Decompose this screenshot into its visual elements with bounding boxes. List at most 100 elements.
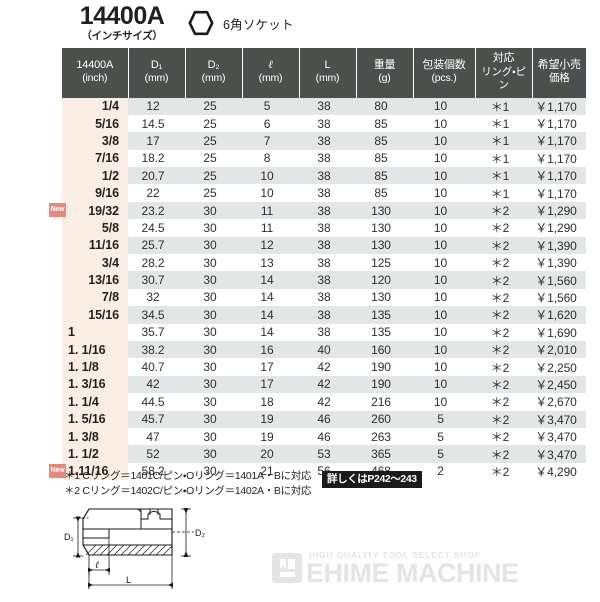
cell-ring: ＊2 bbox=[475, 271, 532, 289]
column-header-price: 希望小売 価格 bbox=[531, 48, 586, 98]
cell-pcs: 10 bbox=[413, 271, 475, 289]
column-header-d2: D₂ (mm) bbox=[184, 48, 243, 98]
cell-l: 19 bbox=[242, 410, 299, 428]
cell-L: 38 bbox=[299, 271, 356, 289]
cell-L: 38 bbox=[299, 288, 356, 307]
cell-inch-text: 19/32 bbox=[88, 203, 119, 218]
cell-L: 38 bbox=[299, 254, 356, 272]
table-row[interactable]: 1. 1/16 38.2 30 16 40 160 10 ＊2 ￥2,010 bbox=[62, 340, 586, 359]
cell-d1: 12 bbox=[128, 97, 185, 115]
cell-pcs: 10 bbox=[413, 201, 475, 220]
table-row[interactable]: 9/16 22 25 10 38 85 10 ＊1 ￥1,170 bbox=[62, 184, 586, 202]
cell-pcs: 10 bbox=[413, 288, 475, 307]
cell-d2: 30 bbox=[185, 254, 242, 272]
column-header-sub: (mm) bbox=[201, 72, 226, 85]
cell-inch-text: 3/8 bbox=[101, 133, 119, 148]
cell-price: ￥1,620 bbox=[532, 306, 586, 324]
cell-ring: ＊2 bbox=[475, 306, 532, 324]
cell-l: 21 bbox=[242, 462, 299, 481]
cell-w: 130 bbox=[356, 236, 413, 255]
table-row[interactable]: 7/8 32 30 14 38 130 10 ＊2 ￥1,560 bbox=[62, 288, 586, 307]
cell-pcs: 10 bbox=[413, 340, 475, 359]
table-row[interactable]: 1 35.7 30 14 38 135 10 ＊2 ￥1,690 bbox=[62, 323, 586, 341]
cell-l: 11 bbox=[242, 219, 299, 237]
cell-pcs: 10 bbox=[413, 358, 475, 376]
cell-inch: 1. 1/4 bbox=[62, 393, 128, 411]
cell-w: 130 bbox=[356, 219, 413, 237]
cell-w: 130 bbox=[356, 201, 413, 220]
cell-price: ￥1,290 bbox=[532, 201, 586, 220]
cell-L: 46 bbox=[299, 410, 356, 428]
cell-d1: 45.7 bbox=[128, 410, 185, 428]
table-row[interactable]: 1. 1/4 44.5 30 18 42 216 10 ＊2 ￥2,670 bbox=[62, 393, 586, 411]
column-header-sub: (mm) bbox=[315, 72, 340, 85]
cell-pcs: 10 bbox=[413, 132, 475, 150]
cell-d1: 32 bbox=[128, 288, 185, 307]
table-row[interactable]: 1. 3/16 42 30 17 42 190 10 ＊2 ￥2,450 bbox=[62, 375, 586, 394]
drawing-label-l: ℓ bbox=[95, 561, 99, 571]
cell-inch-text: 1.11/16 bbox=[68, 464, 109, 479]
table-row[interactable]: 15/16 34.5 30 14 38 135 10 ＊2 ￥1,620 bbox=[62, 306, 586, 324]
table-row[interactable]: 5/8 24.5 30 11 38 130 10 ＊2 ￥1,290 bbox=[62, 219, 586, 237]
cell-l: 16 bbox=[242, 340, 299, 359]
cell-L: 40 bbox=[299, 340, 356, 359]
table-row[interactable]: 7/16 18.2 25 8 38 85 10 ＊1 ￥1,170 bbox=[62, 149, 586, 168]
cell-l: 6 bbox=[242, 114, 299, 133]
cell-pcs: 5 bbox=[413, 445, 475, 463]
cell-d1: 24.5 bbox=[128, 219, 185, 237]
cell-l: 13 bbox=[242, 254, 299, 272]
cell-inch: New 1.11/16 bbox=[49, 462, 128, 481]
cell-d1: 44.5 bbox=[128, 393, 185, 411]
table-row[interactable]: 11/16 25.7 30 12 38 130 10 ＊2 ￥1,390 bbox=[62, 236, 586, 255]
column-header-sub: リング・ピン bbox=[481, 65, 526, 92]
table-row[interactable]: 1/2 20.7 25 10 38 85 10 ＊1 ￥1,170 bbox=[62, 167, 586, 185]
cell-d1: 18.2 bbox=[128, 149, 185, 168]
cell-l: 14 bbox=[242, 271, 299, 289]
table-row[interactable]: 5/16 14.5 25 6 38 85 10 ＊1 ￥1,170 bbox=[62, 114, 586, 133]
cell-d1: 52 bbox=[128, 445, 185, 463]
table-row[interactable]: 1. 3/8 47 30 19 46 263 5 ＊2 ￥3,470 bbox=[62, 427, 586, 446]
table-header-row: 14400A (inch) D₁ (mm) D₂ (mm) ℓ (mm) L (mm) 重量 (g) 包… bbox=[62, 48, 586, 98]
table-row[interactable]: 1. 1/2 52 30 20 53 365 5 ＊2 ￥3,470 bbox=[62, 445, 586, 463]
column-header-title: L bbox=[324, 58, 331, 71]
table-row[interactable]: 3/8 17 25 7 38 85 10 ＊1 ￥1,170 bbox=[62, 132, 586, 150]
cell-inch-text: 7/8 bbox=[101, 290, 119, 305]
watermark-brand: EHIME MACHINE bbox=[306, 558, 519, 588]
cell-l: 19 bbox=[242, 427, 299, 446]
socket-type-block: 6角ソケット bbox=[188, 10, 294, 36]
cell-d1: 22 bbox=[128, 184, 185, 202]
cell-price: ￥4,290 bbox=[532, 462, 586, 481]
column-header-ring: 対応 リング・ピン bbox=[474, 48, 533, 98]
cell-inch: 9/16 bbox=[62, 184, 128, 202]
cell-d2: 30 bbox=[185, 375, 242, 394]
cell-d1: 40.7 bbox=[128, 358, 185, 376]
cell-ring: ＊1 bbox=[475, 114, 532, 133]
table-row[interactable]: 1/4 12 25 5 38 80 10 ＊1 ￥1,170 bbox=[62, 97, 586, 115]
cell-ring: ＊2 bbox=[475, 393, 532, 411]
new-badge: New bbox=[49, 464, 66, 479]
model-subtitle: （インチサイズ） bbox=[81, 30, 163, 42]
reference-page-badge[interactable]: 詳しくはP242〜243 bbox=[322, 471, 422, 488]
cell-inch-text: 5/16 bbox=[95, 116, 119, 131]
cell-inch-text: 9/16 bbox=[95, 186, 119, 201]
table-row[interactable]: 13/16 30.7 30 14 38 120 10 ＊2 ￥1,560 bbox=[62, 271, 586, 289]
ehime-machine-watermark: HIGH QUALITY TOOL SELECT SHOP EHIME MACH… bbox=[272, 545, 592, 589]
cell-ring: ＊2 bbox=[475, 219, 532, 237]
cell-L: 38 bbox=[299, 97, 356, 115]
cell-d2: 30 bbox=[185, 393, 242, 411]
table-row[interactable]: New 19/32 23.2 30 11 38 130 10 ＊2 ￥1,290 bbox=[49, 201, 586, 220]
table-row[interactable]: 3/4 28.2 30 13 38 125 10 ＊2 ￥1,390 bbox=[62, 254, 586, 272]
table-row[interactable]: 1. 1/8 40.7 30 17 42 190 10 ＊2 ￥2,250 bbox=[62, 358, 586, 376]
cell-inch: 1. 5/16 bbox=[62, 410, 128, 428]
cell-pcs: 10 bbox=[413, 236, 475, 255]
drawing-label-d1: D₁ bbox=[64, 532, 74, 542]
table-row[interactable]: 1. 5/16 45.7 30 19 46 260 5 ＊2 ￥3,470 bbox=[62, 410, 586, 428]
cell-w: 125 bbox=[356, 254, 413, 272]
cell-d2: 30 bbox=[185, 445, 242, 463]
cell-w: 85 bbox=[356, 132, 413, 150]
cell-l: 8 bbox=[242, 149, 299, 168]
cell-pcs: 10 bbox=[413, 323, 475, 341]
column-header-title: D₁ bbox=[150, 58, 163, 71]
cell-price: ￥1,170 bbox=[532, 132, 586, 150]
